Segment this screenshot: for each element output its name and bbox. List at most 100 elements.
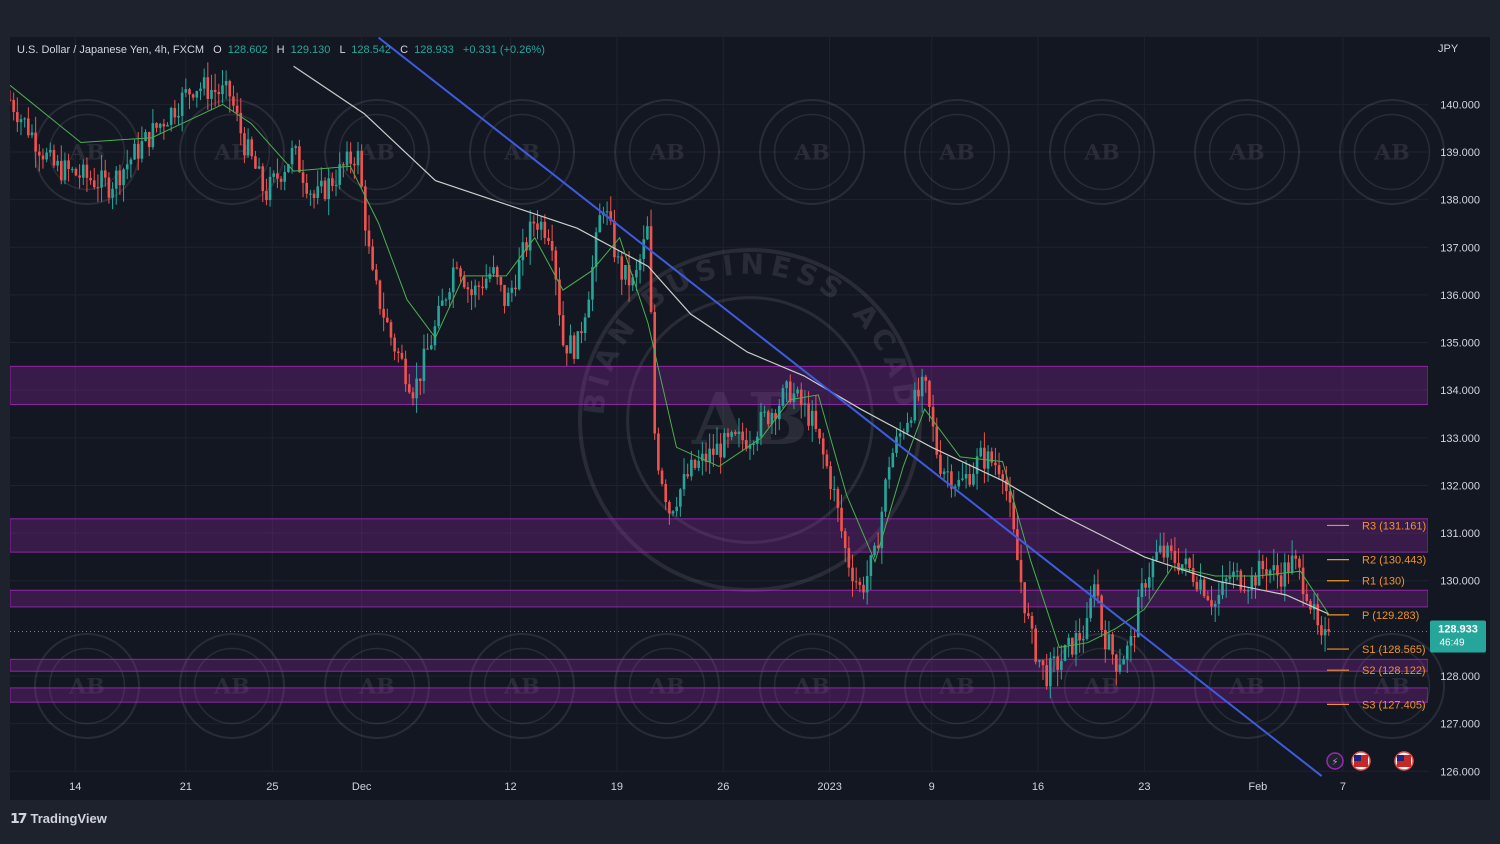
candle [56,154,59,172]
lightning-event-icon[interactable] [1326,752,1344,770]
candle [558,267,561,326]
candle [257,157,261,170]
candle [272,170,276,183]
candle [891,448,895,468]
symbol-title: U.S. Dollar / Japanese Yen, 4h, FXCM [17,44,204,56]
time-axis[interactable] [10,772,1490,800]
candle [766,409,770,428]
candle [396,347,400,363]
candle [151,109,155,150]
candle [591,255,594,312]
candle [492,255,495,278]
candle [162,118,166,140]
candle [309,189,312,206]
candle [829,461,832,500]
candle [294,144,298,155]
candle [1056,646,1059,687]
candle [873,542,876,558]
watermark-monogram: AB [503,673,539,699]
candle [1250,567,1254,599]
candle [125,149,129,180]
candle [906,412,909,435]
candle [92,167,96,190]
candle [686,463,689,479]
candle [232,85,235,113]
candle [261,163,265,203]
candle [1082,625,1085,653]
candle [158,122,162,134]
candle [851,554,854,597]
candle [1320,616,1323,645]
candle [1034,624,1037,665]
tradingview-logo-icon: 𝟭𝟳 [10,810,28,826]
candle [1316,593,1320,635]
us-flag-canton-icon-2 [1397,755,1404,761]
sr-zone [10,658,1428,672]
candle [624,264,627,285]
candle [697,449,700,472]
candle [1118,648,1122,675]
open-label: O [213,44,222,56]
candle [378,279,382,315]
candle [356,141,360,175]
candle [360,144,363,188]
candle [418,378,422,396]
watermark-seal: AB [904,633,1010,739]
candle [1008,476,1012,518]
candle [1114,653,1118,686]
time-tick-label: 7 [1340,781,1346,793]
watermark-monogram: AB [648,139,684,165]
candle [865,560,869,605]
candle [400,344,404,361]
candle [147,131,151,157]
candle [935,417,939,459]
candle [1158,532,1162,555]
candle [818,428,821,445]
candle [217,83,221,106]
pivot-label: S1 (128.565) [1362,644,1426,656]
fast-moving-average-line [10,84,1330,648]
candle [1144,579,1147,597]
candle [979,440,983,458]
candle [48,142,52,157]
candle [415,362,418,413]
watermark-monogram: AB [938,139,974,165]
candle [627,251,631,302]
event-icons[interactable]: ⚡ [1326,751,1414,771]
watermark-monogram: AB [1083,139,1119,165]
candle [1107,621,1111,651]
candle [679,488,682,517]
candle [74,167,78,177]
candle [100,155,103,202]
candle [880,506,884,565]
candle [180,87,184,132]
candle [1254,572,1257,599]
price-tick-label: 131.000 [1440,528,1480,540]
candle [836,486,840,523]
candle [184,78,188,98]
candle [1096,569,1100,604]
candle [1268,568,1272,584]
candle [67,153,70,182]
sr-zone [10,365,1428,405]
tradingview-logo[interactable]: 𝟭𝟳 TradingView [10,810,107,827]
candle [690,450,693,481]
candle [708,433,711,475]
candle [422,334,426,394]
pivot-label: R1 (130) [1362,576,1405,588]
candle [1155,539,1158,562]
candle [239,98,243,146]
candle [774,409,777,435]
downtrend-line[interactable] [378,36,1323,777]
candle [12,92,15,121]
candle [1305,583,1309,603]
candle [437,295,440,329]
candle [704,442,708,472]
candle [1224,574,1228,598]
candle [547,229,550,246]
candle [386,308,389,324]
candle [133,139,136,160]
change-value: +0.331 (+0.26%) [463,44,545,56]
candle [23,117,26,128]
